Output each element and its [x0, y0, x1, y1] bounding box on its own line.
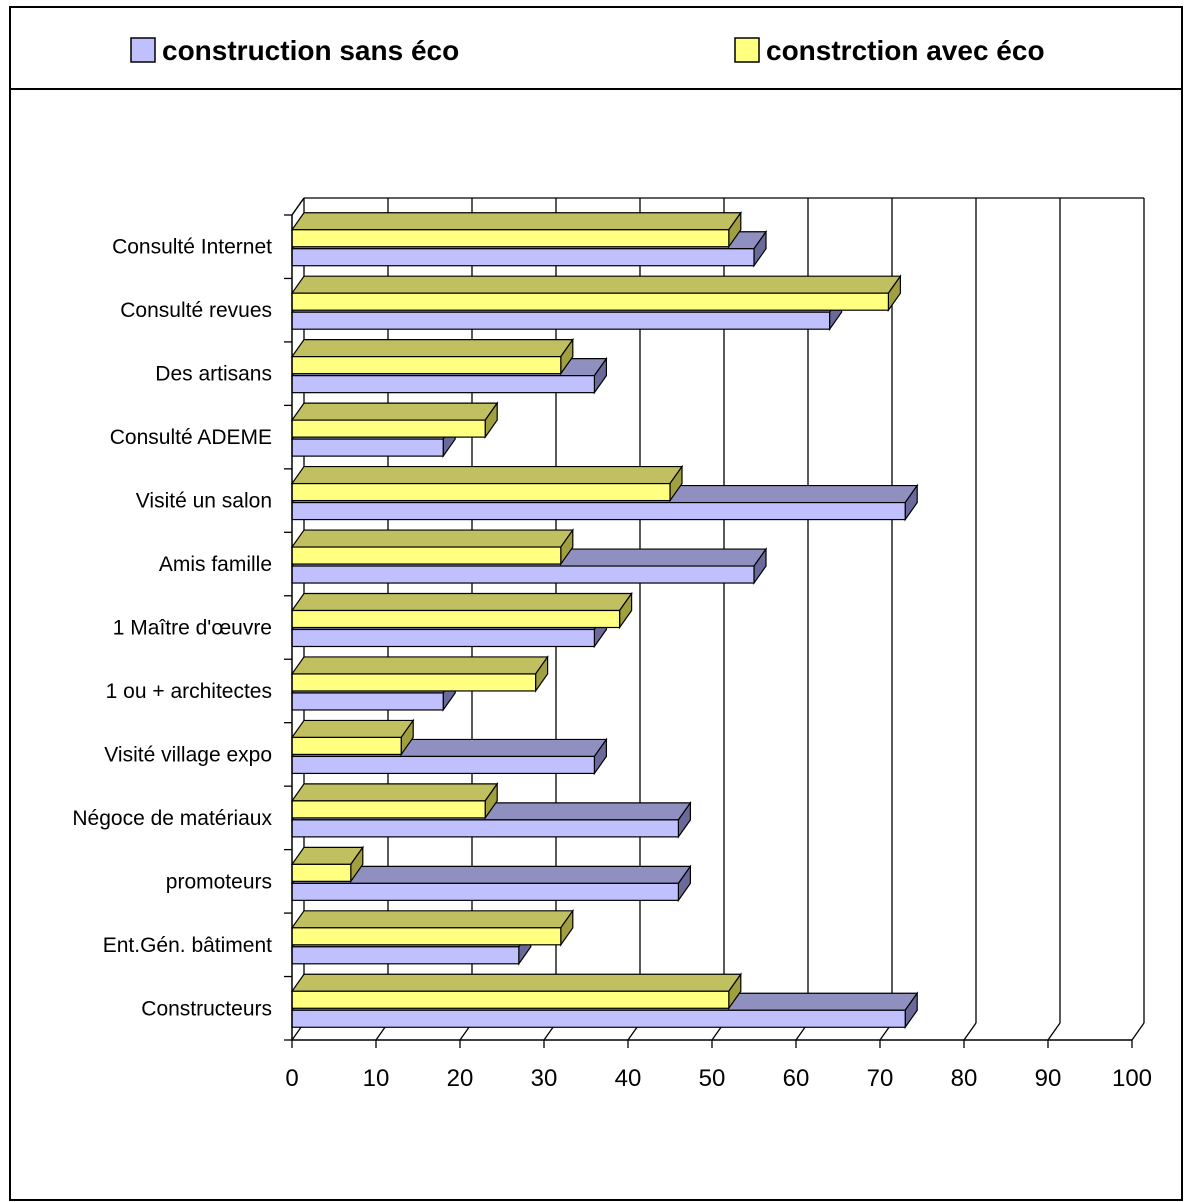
bar-avec-eco-12-front — [291, 990, 730, 1009]
x-tick-label-80: 80 — [951, 1065, 978, 1092]
bar-avec-eco-10 — [290, 845, 364, 884]
bar-avec-eco-2 — [290, 337, 574, 376]
category-label-2: Des artisans — [155, 363, 272, 386]
bar-avec-eco-1-top — [290, 275, 902, 294]
bar-avec-eco-3-front — [291, 419, 486, 438]
bar-avec-eco-5-top — [290, 529, 574, 548]
bar-sans-eco-9-front — [291, 819, 679, 838]
bar-avec-eco-9-front — [291, 800, 486, 819]
bar-sans-eco-10-front — [291, 882, 679, 901]
category-label-8: Visité village expo — [104, 743, 272, 766]
category-label-1: Consulté revues — [120, 299, 272, 322]
bar-avec-eco-6-front — [291, 609, 621, 629]
legend-swatch-series-1 — [130, 37, 156, 63]
x-tick-label-30: 30 — [531, 1065, 558, 1092]
category-label-6: 1 Maître d'œuvre — [113, 617, 272, 640]
category-label-4: Visité un salon — [136, 490, 272, 513]
bar-avec-eco-1-front — [291, 292, 890, 311]
bar-sans-eco-5-front — [291, 565, 755, 584]
bar-sans-eco-3-front — [291, 438, 444, 457]
bar-sans-eco-8-front — [291, 755, 595, 775]
category-labels: Consulté Internet Consulté revues Des arti… — [72, 236, 272, 1021]
y-axis-depth — [291, 197, 305, 216]
bar-avec-eco-1 — [290, 274, 902, 313]
bar-avec-eco-7-front — [291, 673, 537, 692]
bar-sans-eco-1-front — [291, 311, 831, 330]
category-label-0: Consulté Internet — [112, 236, 272, 259]
bar-avec-eco-8-top — [290, 719, 415, 739]
category-label-12: Constructeurs — [141, 997, 272, 1020]
bar-avec-eco-2-top — [290, 339, 574, 358]
category-label-5: Amis famille — [159, 553, 272, 576]
bar-avec-eco-11-front — [291, 927, 562, 946]
bar-sans-eco-4-front — [291, 501, 906, 521]
bar-sans-eco-6-front — [291, 628, 595, 648]
bar-avec-eco-11-top — [290, 910, 574, 929]
bar-avec-eco-0-top — [290, 212, 742, 231]
category-label-10: promoteurs — [166, 870, 272, 893]
bar-avec-eco-12-top — [290, 973, 742, 992]
bar-avec-eco-2-front — [291, 356, 562, 375]
legend-label-series-1: construction sans éco — [162, 35, 459, 66]
bar-avec-eco-8-front — [291, 736, 402, 756]
x-tick-label-10: 10 — [363, 1065, 390, 1092]
bar-avec-eco-0 — [290, 210, 742, 249]
bar-avec-eco-9-top — [290, 783, 499, 802]
bar-avec-eco-6 — [290, 591, 633, 630]
floor-line-90 — [1047, 1022, 1061, 1041]
bar-sans-eco-11-front — [291, 946, 520, 965]
category-label-3: Consulté ADEME — [110, 426, 272, 449]
bar-sans-eco-2-front — [291, 375, 595, 394]
bar-avec-eco-0-front — [291, 229, 730, 248]
category-label-9: Négoce de matériaux — [72, 807, 272, 830]
bar-avec-eco-4-front — [291, 482, 671, 502]
bar-avec-eco-6-top — [290, 592, 633, 612]
floor-line-100 — [1131, 1022, 1145, 1041]
bar-sans-eco-0-front — [291, 248, 755, 267]
axes — [284, 197, 1133, 1048]
bar-avec-eco-4-top — [290, 465, 684, 485]
bars — [290, 210, 919, 1030]
x-tick-label-0: 0 — [285, 1065, 298, 1092]
x-tick-label-90: 90 — [1035, 1065, 1062, 1092]
x-tick-label-20: 20 — [447, 1065, 474, 1092]
x-tick-label-100: 100 — [1112, 1065, 1152, 1092]
bar-avec-eco-7-top — [290, 656, 549, 675]
bar-avec-eco-3 — [290, 401, 499, 440]
legend: construction sans éco constrction avec é… — [130, 35, 1045, 66]
bar-avec-eco-5 — [290, 528, 574, 566]
bar-avec-eco-4 — [290, 464, 684, 503]
bar-avec-eco-5-front — [291, 546, 562, 565]
bar-avec-eco-10-front — [291, 863, 352, 882]
bar-sans-eco-12-front — [291, 1009, 906, 1028]
bar-avec-eco-3-top — [290, 402, 499, 421]
x-tick-label-50: 50 — [699, 1065, 726, 1092]
x-tick-label-60: 60 — [783, 1065, 810, 1092]
bar-sans-eco-10 — [290, 864, 692, 903]
floor-line-80 — [963, 1022, 977, 1041]
legend-label-series-2: constrction avec éco — [766, 35, 1045, 66]
chart-border — [9, 6, 1183, 1201]
category-label-7: 1 ou + architectes — [106, 680, 272, 703]
bar-avec-eco-11 — [290, 908, 574, 947]
bar-avec-eco-8 — [290, 718, 415, 757]
x-tick-label-70: 70 — [867, 1065, 894, 1092]
bar-avec-eco-9 — [290, 781, 499, 820]
x-tick-label-40: 40 — [615, 1065, 642, 1092]
bar-sans-eco-7-front — [291, 692, 444, 711]
legend-swatch-series-2 — [734, 37, 760, 63]
x-tick-labels: 0 10 20 30 40 50 60 70 80 90 100 — [285, 1065, 1152, 1092]
bar-avec-eco-7 — [290, 655, 549, 693]
category-label-11: Ent.Gén. bâtiment — [103, 934, 272, 957]
bar-avec-eco-12 — [290, 972, 742, 1011]
